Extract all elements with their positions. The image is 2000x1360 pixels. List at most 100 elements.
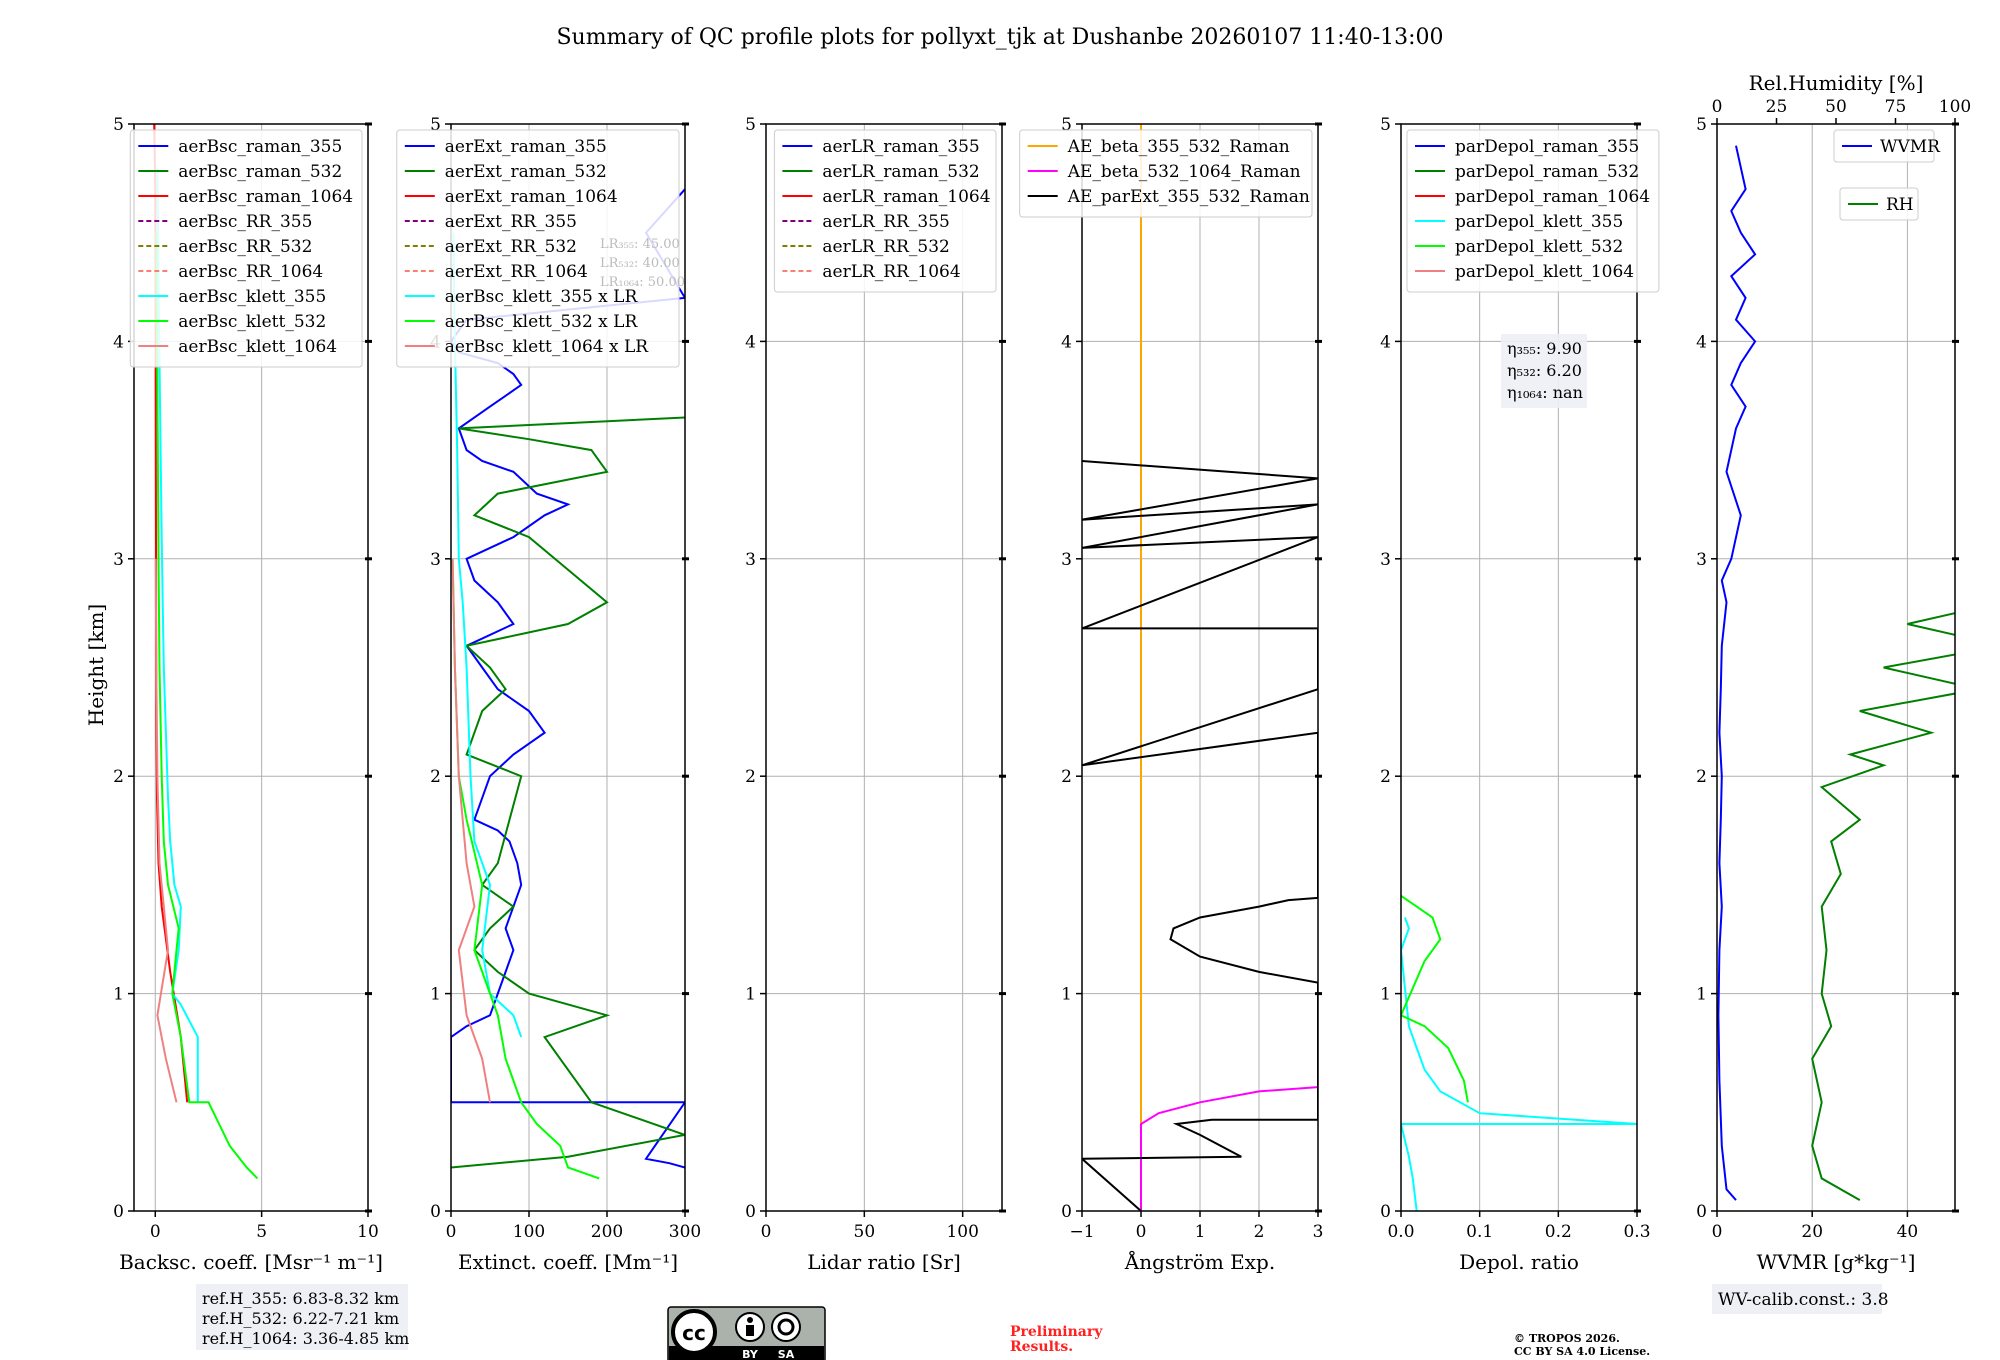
legend-label: AE_parExt_355_532_Raman [1067, 187, 1310, 207]
legend-label: parDepol_klett_1064 [1455, 262, 1634, 282]
legend-label: aerExt_raman_355 [445, 137, 607, 157]
y-tick-label-depol: 1 [1380, 985, 1391, 1005]
y-tick-label-angstrom: 4 [1061, 332, 1072, 352]
grid-angstrom [1081, 123, 1319, 1212]
y-tick-label-lidar-ratio: 1 [745, 985, 756, 1005]
sa-share-icon [771, 1312, 801, 1342]
x-axis-label-lidar-ratio: Lidar ratio [Sr] [807, 1250, 961, 1274]
legend-lidar-ratio: aerLR_raman_355 aerLR_raman_532 aerLR_rama… [773, 129, 997, 293]
series-parDepol_klett_532 [1401, 894, 1469, 1103]
y-tick-label-wvmr: 0 [1696, 1202, 1707, 1222]
series-AE_parExt_355_532_Raman [1082, 460, 1318, 1211]
legend-extinction: aerExt_raman_355 aerExt_raman_532 aerExt_r… [396, 129, 680, 368]
legend-label: parDepol_klett_355 [1455, 212, 1623, 232]
y-tick-label-lidar-ratio: 0 [745, 1202, 756, 1222]
y-tick-label-depol: 3 [1380, 550, 1391, 570]
y-tick-label-backscatter: 2 [113, 767, 124, 787]
x-tick-label-depol: 0.2 [1545, 1222, 1572, 1242]
x-tick-label-wvmr: 40 [1897, 1222, 1919, 1242]
legend-label: aerBsc_klett_355 [178, 287, 326, 307]
legend-label: aerBsc_raman_355 [178, 137, 342, 157]
x-tick-label-angstrom: 3 [1313, 1222, 1324, 1242]
x-tick-label-extinction: 200 [591, 1222, 623, 1242]
copyright-note: CC BY SA 4.0 License. [1514, 1345, 1650, 1358]
eta-label: η₃₅₅: 9.90 [1507, 339, 1582, 358]
legend-label: AE_beta_532_1064_Raman [1067, 162, 1301, 182]
y-tick-label-depol: 2 [1380, 767, 1391, 787]
legend-label: aerBsc_RR_355 [178, 212, 312, 232]
legend-label: WVMR [1880, 137, 1941, 157]
x-tick-label-extinction: 100 [513, 1222, 545, 1242]
x2-tick-label: 50 [1825, 97, 1847, 117]
x-tick-label-backscatter: 5 [256, 1222, 267, 1242]
x-tick-label-backscatter: 0 [150, 1222, 161, 1242]
x-axis-label-extinction: Extinct. coeff. [Mm⁻¹] [458, 1250, 678, 1274]
x2-tick-label: 25 [1766, 97, 1788, 117]
axes-frame-backscatter [133, 123, 369, 1212]
legend-label: aerLR_raman_1064 [822, 187, 990, 207]
x2-tick-label: 0 [1712, 97, 1723, 117]
x2-tick-label: 100 [1939, 97, 1971, 117]
x-axis-label-angstrom: Ångström Exp. [1124, 1249, 1275, 1274]
y-tick-label-wvmr: 3 [1696, 550, 1707, 570]
y-tick-label-wvmr: 1 [1696, 985, 1707, 1005]
y-tick-label-backscatter: 0 [113, 1202, 124, 1222]
y-tick-label-angstrom: 1 [1061, 985, 1072, 1005]
y-tick-label-wvmr: 5 [1696, 115, 1707, 135]
y-tick-label-backscatter: 3 [113, 550, 124, 570]
legend-label: aerBsc_klett_532 [178, 312, 326, 332]
y-tick-label-depol: 5 [1380, 115, 1391, 135]
y-tick-label-wvmr: 2 [1696, 767, 1707, 787]
panel-lidar-ratio: 0 50 100 0 1 2 3 4 5 Lidar ratio [Sr] aerLR_raman_… [745, 115, 1006, 1274]
x-tick-label-angstrom: −1 [1069, 1222, 1094, 1242]
x-tick-label-angstrom: 2 [1254, 1222, 1265, 1242]
x-tick-label-wvmr: 20 [1801, 1222, 1823, 1242]
y-tick-label-extinction: 0 [430, 1202, 441, 1222]
legend-label: aerExt_raman_1064 [445, 187, 618, 207]
y-tick-label-depol: 0 [1380, 1202, 1391, 1222]
x2-axis-label: Rel.Humidity [%] [1749, 71, 1924, 95]
x-tick-label-lidar-ratio: 50 [854, 1222, 876, 1242]
grid-wvmr [1716, 123, 1955, 1212]
legend-label: aerBsc_klett_1064 [178, 337, 337, 357]
legend-backscatter: aerBsc_raman_355 aerBsc_raman_532 aerBsc_r… [129, 129, 363, 368]
legend-RH: RH [1839, 187, 1919, 221]
legend-depol: parDepol_raman_355 parDepol_raman_532 parD… [1406, 129, 1660, 293]
x-tick-label-backscatter: 10 [357, 1222, 379, 1242]
ref-height-label: ref.H_1064: 3.36-4.85 km [202, 1329, 409, 1348]
panel-extinction: 0100200300012345Extinct. coeff. [Mm⁻¹]ae… [396, 115, 701, 1274]
legend-label: parDepol_raman_355 [1455, 137, 1639, 157]
x-tick-label-depol: 0.3 [1623, 1222, 1650, 1242]
legend-label: aerBsc_raman_1064 [178, 187, 353, 207]
x-tick-label-extinction: 300 [669, 1222, 701, 1242]
y-tick-label-angstrom: 3 [1061, 550, 1072, 570]
legend-box [129, 129, 363, 368]
legend-label: aerLR_RR_532 [822, 237, 949, 257]
y-tick-label-lidar-ratio: 3 [745, 550, 756, 570]
legend-label: aerBsc_RR_532 [178, 237, 312, 257]
legend-label: aerExt_RR_1064 [445, 262, 588, 282]
y-axis-label: Height [km] [84, 604, 108, 726]
legend-label: aerBsc_raman_532 [178, 162, 342, 182]
panel-depol: 0.0 0.1 0.2 0.3 0 1 2 3 4 5 Depol. ratio parDepol_r… [1380, 115, 1660, 1274]
legend-WVMR: WVMR [1833, 129, 1941, 163]
y-tick-label-extinction: 1 [430, 985, 441, 1005]
axes-frame-wvmr [1716, 123, 1956, 1212]
x-tick-label-depol: 0.1 [1466, 1222, 1493, 1242]
y-tick-label-angstrom: 0 [1061, 1202, 1072, 1222]
legend-label: aerExt_raman_532 [445, 162, 607, 182]
axes-frame-depol [1400, 123, 1638, 1212]
y-tick-label-wvmr: 4 [1696, 332, 1707, 352]
legend-label: aerBsc_klett_1064 x LR [445, 337, 649, 357]
ref-height-label: ref.H_355: 6.83-8.32 km [202, 1289, 399, 1308]
legend-label: aerLR_RR_355 [822, 212, 949, 232]
y-tick-label-backscatter: 4 [113, 332, 124, 352]
y-tick-label-extinction: 5 [430, 115, 441, 135]
axes-frame-extinction [450, 123, 686, 1212]
legend-label: AE_beta_355_532_Raman [1067, 137, 1290, 157]
cc-text: cc [682, 1321, 706, 1345]
eta-annotation: η₃₅₅: 9.90 η₅₃₂: 6.20 η₁₀₆₄: nan [1501, 334, 1587, 408]
series-aerBsc_klett_1064 [154, 558, 178, 1103]
